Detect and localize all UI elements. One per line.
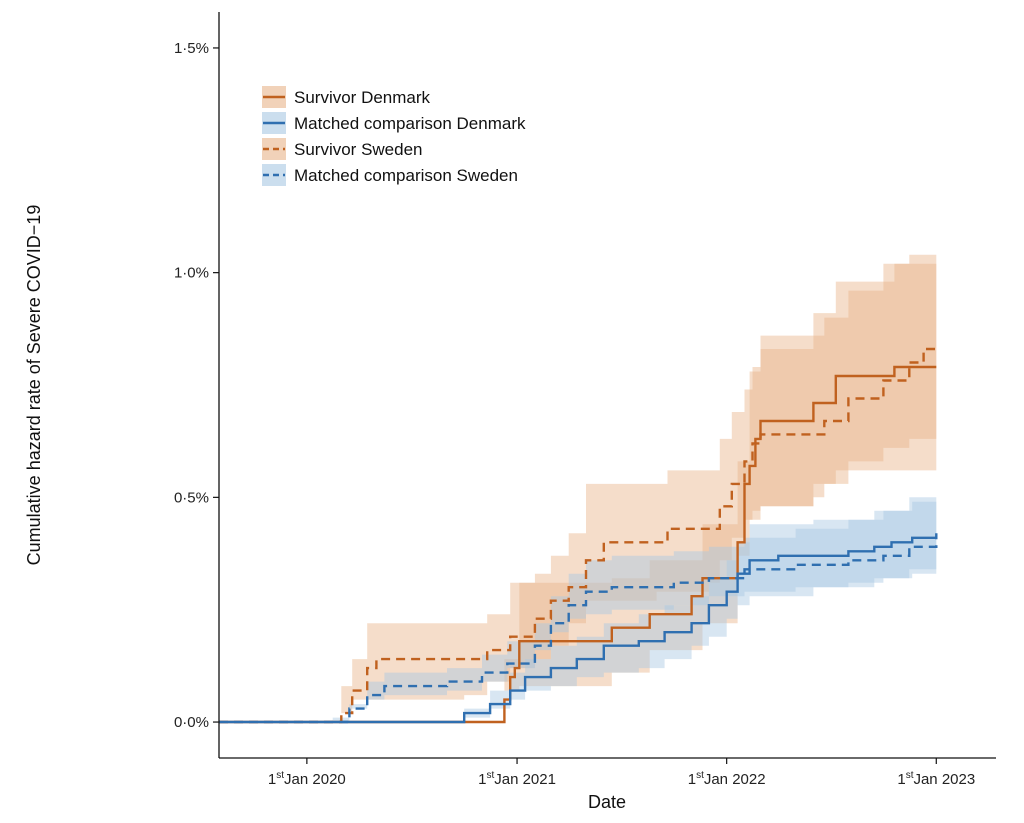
series-lines [219, 347, 938, 724]
x-tick-label: 1stJan 2023 [897, 770, 975, 788]
legend-item-matched-comparison-sweden: Matched comparison Sweden [262, 164, 518, 186]
series-line-survivor-denmark [219, 365, 937, 724]
legend-item-survivor-sweden: Survivor Sweden [262, 138, 423, 160]
y-tick-label: 0·0% [174, 714, 209, 731]
x-tick-label: 1stJan 2022 [688, 770, 766, 788]
x-axis-title: Date [588, 792, 626, 812]
band-survivor-denmark [499, 263, 937, 722]
confidence-bands [332, 250, 937, 722]
band-matched-comparison-sweden [332, 488, 937, 722]
legend: Survivor Denmark Matched comparison Denma… [262, 86, 526, 186]
y-tick-label: 1·0% [174, 265, 209, 282]
band-survivor-sweden [332, 250, 937, 722]
series-line-matched-comparison-denmark [219, 533, 938, 724]
legend-label: Matched comparison Denmark [294, 114, 526, 133]
legend-label: Matched comparison Sweden [294, 166, 518, 185]
series-line-matched-comparison-sweden [219, 537, 938, 724]
legend-item-matched-comparison-denmark: Matched comparison Denmark [262, 112, 526, 134]
legend-label: Survivor Denmark [294, 88, 431, 107]
y-ticks: 0·0% 0·5% 1·0% 1·5% [174, 40, 219, 731]
x-tick-label: 1stJan 2021 [478, 770, 556, 788]
x-tick-label: 1stJan 2020 [268, 770, 346, 788]
legend-item-survivor-denmark: Survivor Denmark [262, 86, 431, 108]
y-tick-label: 1·5% [174, 40, 209, 57]
x-ticks: 1stJan 2020 1stJan 2021 1stJan 2022 1stJan … [268, 758, 975, 788]
y-axis-title: Cumulative hazard rate of Severe COVID−1… [24, 205, 44, 566]
series-line-survivor-sweden [219, 347, 937, 724]
band-matched-comparison-denmark [464, 497, 937, 722]
legend-label: Survivor Sweden [294, 140, 423, 159]
y-tick-label: 0·5% [174, 489, 209, 506]
axes [218, 12, 996, 759]
